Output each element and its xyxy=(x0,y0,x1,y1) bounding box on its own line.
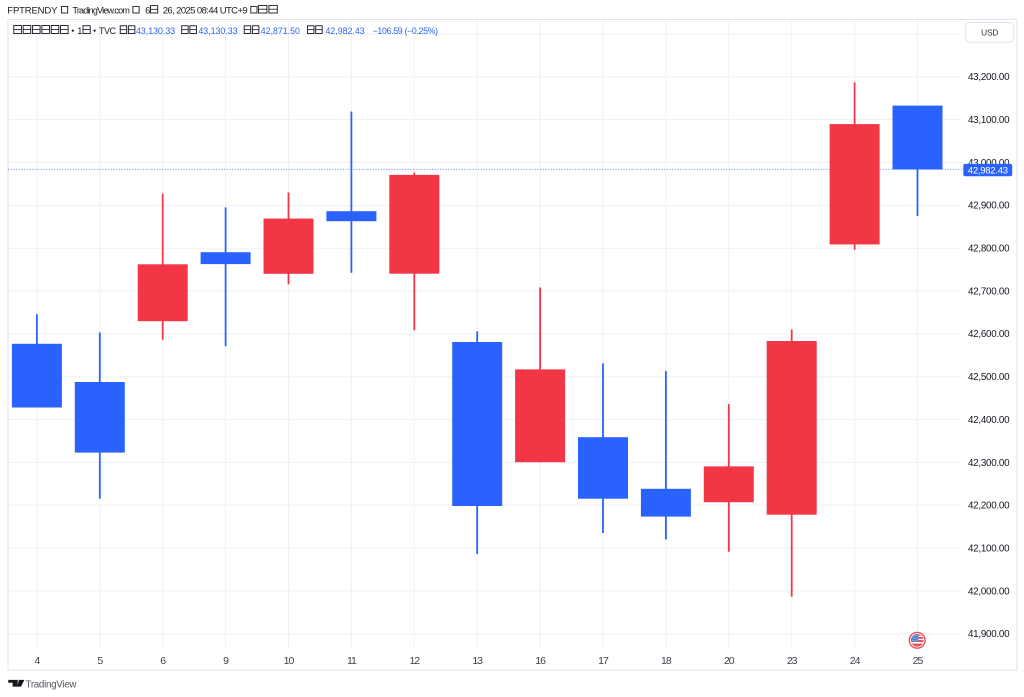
svg-text:42,200.00: 42,200.00 xyxy=(968,501,1010,512)
svg-text:42,300.00: 42,300.00 xyxy=(968,458,1010,469)
svg-text:12: 12 xyxy=(409,655,420,667)
svg-text:18: 18 xyxy=(661,655,672,667)
svg-text:41,900.00: 41,900.00 xyxy=(968,629,1010,640)
svg-text:6: 6 xyxy=(160,655,166,667)
svg-text:TradingView: TradingView xyxy=(26,680,78,691)
svg-text:42,700.00: 42,700.00 xyxy=(968,286,1010,297)
svg-text:25: 25 xyxy=(913,655,924,667)
svg-text:43,130.33: 43,130.33 xyxy=(136,26,175,36)
svg-text:43,000.00: 43,000.00 xyxy=(968,158,1010,169)
svg-text:11: 11 xyxy=(347,655,357,667)
svg-text:42,982.43: 42,982.43 xyxy=(326,26,365,36)
svg-text:43,130.33: 43,130.33 xyxy=(198,26,237,36)
svg-text:42,600.00: 42,600.00 xyxy=(968,329,1010,340)
svg-text:42,100.00: 42,100.00 xyxy=(968,543,1010,554)
svg-text:−106.59 (−0.25%): −106.59 (−0.25%) xyxy=(373,26,439,36)
svg-text:6: 6 xyxy=(145,5,150,16)
svg-text:42,400.00: 42,400.00 xyxy=(968,415,1010,426)
svg-text:43,200.00: 43,200.00 xyxy=(968,72,1010,83)
svg-text:16: 16 xyxy=(535,655,546,667)
svg-text:42,500.00: 42,500.00 xyxy=(968,372,1010,383)
svg-text:42,871.50: 42,871.50 xyxy=(261,26,300,36)
svg-text:42,982.43: 42,982.43 xyxy=(968,166,1008,177)
svg-text:TVC: TVC xyxy=(99,26,117,36)
svg-text:5: 5 xyxy=(97,655,103,667)
svg-text:10: 10 xyxy=(284,655,295,667)
svg-text:43,100.00: 43,100.00 xyxy=(968,115,1010,126)
svg-text:17: 17 xyxy=(598,655,609,667)
svg-text:1: 1 xyxy=(77,26,82,36)
svg-text:USD: USD xyxy=(981,28,998,38)
svg-text:23: 23 xyxy=(787,655,798,667)
svg-text:20: 20 xyxy=(724,655,735,667)
svg-text:42,800.00: 42,800.00 xyxy=(968,244,1010,255)
svg-text:42,900.00: 42,900.00 xyxy=(968,201,1010,212)
svg-text:42,000.00: 42,000.00 xyxy=(968,586,1010,597)
svg-text:9: 9 xyxy=(223,655,229,667)
svg-text:24: 24 xyxy=(850,655,861,667)
svg-text:FPTRENDY: FPTRENDY xyxy=(7,5,58,16)
svg-text:26, 2025 08:44 UTC+9: 26, 2025 08:44 UTC+9 xyxy=(163,5,248,16)
svg-text:4: 4 xyxy=(34,655,40,667)
svg-text:13: 13 xyxy=(472,655,483,667)
svg-text:TradingView.com: TradingView.com xyxy=(73,5,130,15)
